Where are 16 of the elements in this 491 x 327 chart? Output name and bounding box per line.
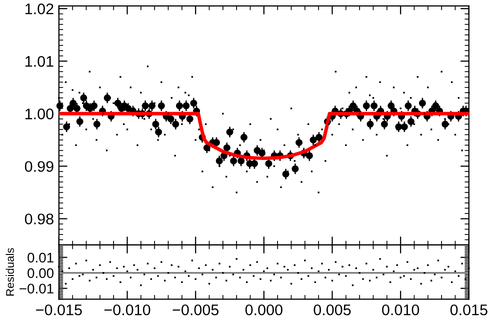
x-tick-label: −0.005: [172, 304, 219, 316]
y-tick-label: 1.00: [25, 108, 54, 120]
x-tick-label: 0.000: [245, 304, 282, 316]
x-tick-label: 0.005: [314, 304, 351, 316]
y-tick-label: −0.01: [20, 284, 54, 294]
y-tick-label: 0.98: [24, 214, 54, 224]
y-tick-label: 0.00: [28, 268, 54, 278]
y-tick-label: 1.01: [25, 56, 54, 67]
y-tick-label: 0.01: [28, 252, 54, 263]
y-tick-label: 1.02: [25, 3, 54, 14]
x-tick-label: 0.010: [382, 304, 420, 316]
y-tick-label: 0.99: [24, 161, 54, 172]
x-tick-label: −0.010: [104, 304, 150, 316]
x-tick-label: −0.015: [36, 304, 82, 316]
y-axis-title: Residuals: [6, 248, 14, 296]
x-tick-label: 0.015: [450, 304, 488, 316]
